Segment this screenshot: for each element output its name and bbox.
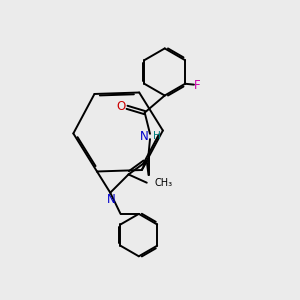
Text: H: H	[152, 131, 160, 141]
Text: O: O	[116, 100, 126, 113]
Text: N: N	[140, 130, 148, 143]
Text: F: F	[194, 79, 201, 92]
Text: N: N	[106, 193, 115, 206]
Text: CH₃: CH₃	[154, 178, 172, 188]
